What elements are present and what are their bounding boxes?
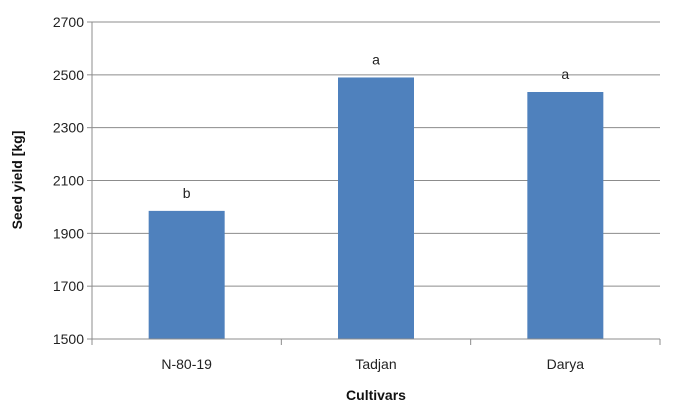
bars <box>148 77 604 339</box>
y-tick-label: 2700 <box>53 14 84 30</box>
bar-annotation: a <box>372 51 380 67</box>
y-tick-label: 2100 <box>53 173 84 189</box>
y-tick-label: 1900 <box>53 225 84 241</box>
y-tick-label: 2300 <box>53 120 84 136</box>
bar-darya <box>527 92 604 339</box>
bar-annotation: b <box>183 185 191 201</box>
bar-n-80-19 <box>148 210 225 339</box>
bar-annotations: b a a <box>183 51 570 200</box>
x-tick-label: Darya <box>547 356 585 372</box>
y-axis-label: Seed yield [kg] <box>9 131 25 230</box>
y-tick-label: 1700 <box>53 278 84 294</box>
x-tick-label: N-80-19 <box>161 356 212 372</box>
y-tick-labels: 1500 1700 1900 2100 2300 2500 2700 <box>53 14 84 347</box>
x-tick-labels: N-80-19 Tadjan Darya <box>161 356 584 372</box>
y-tick-label: 2500 <box>53 67 84 83</box>
bar-annotation: a <box>561 66 569 82</box>
axes <box>91 22 661 345</box>
x-axis-label: Cultivars <box>346 387 406 403</box>
y-tick-label: 1500 <box>53 331 84 347</box>
x-tick-label: Tadjan <box>355 356 396 372</box>
bar-tadjan <box>338 77 414 339</box>
